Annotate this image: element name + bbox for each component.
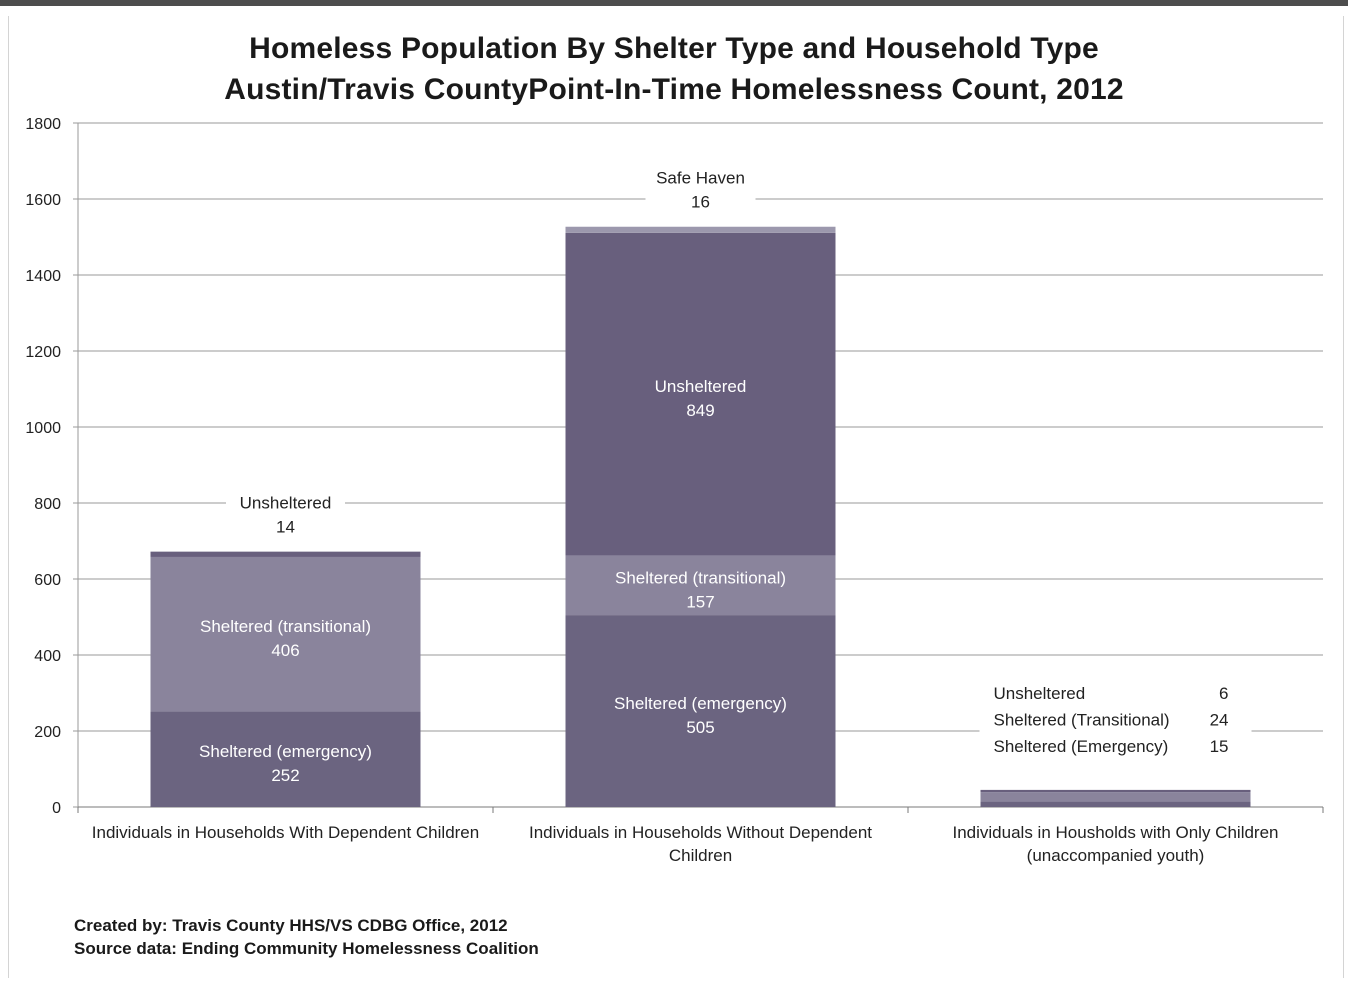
y-tick-label: 1000 — [25, 420, 61, 437]
y-tick-label: 200 — [34, 724, 61, 741]
y-tick-label: 0 — [52, 800, 61, 817]
y-tick-label: 800 — [34, 496, 61, 513]
x-category-label: Children — [669, 846, 732, 865]
data-label-name: Safe Haven — [656, 169, 745, 188]
y-tick-label: 1400 — [25, 268, 61, 285]
side-label-background — [979, 678, 1252, 764]
data-label-name: Sheltered (emergency) — [199, 742, 372, 761]
data-label-value: 849 — [686, 401, 714, 420]
side-label-name: Sheltered (Emergency) — [994, 737, 1169, 756]
data-label-value: 406 — [271, 641, 299, 660]
footer-created-by: Created by: Travis County HHS/VS CDBG Of… — [74, 916, 508, 935]
x-category-label: (unaccompanied youth) — [1027, 846, 1205, 865]
bar-segment-unsheltered — [150, 551, 421, 557]
data-label-name: Sheltered (transitional) — [200, 617, 371, 636]
y-tick-label: 400 — [34, 648, 61, 665]
bar-segment-unsheltered — [980, 789, 1251, 793]
side-label-value: 6 — [1219, 684, 1228, 703]
data-label-value: 505 — [686, 718, 714, 737]
top-border-bar — [0, 0, 1348, 6]
data-label-name: Sheltered (emergency) — [614, 694, 787, 713]
x-category-label: Individuals in Households With Dependent… — [92, 823, 479, 842]
bar-segment-safe_haven — [565, 226, 836, 233]
bar-segment-transitional — [565, 555, 836, 616]
side-label-value: 24 — [1210, 711, 1229, 730]
data-label-name: Sheltered (transitional) — [615, 568, 786, 587]
footer-source: Source data: Ending Community Homelessne… — [74, 939, 539, 958]
side-label-name: Sheltered (Transitional) — [994, 711, 1170, 730]
bar-segment-emergency — [565, 615, 836, 807]
data-label-background — [645, 165, 756, 216]
x-category-label: Individuals in Housholds with Only Child… — [953, 823, 1279, 842]
bar-segment-transitional — [150, 556, 421, 712]
y-tick-label: 1600 — [25, 192, 61, 209]
data-label-value: 157 — [686, 592, 714, 611]
chart-title-line-2: Austin/Travis CountyPoint-In-Time Homele… — [224, 73, 1124, 106]
bar-segment-emergency — [980, 801, 1251, 807]
side-label-name: Unsheltered — [994, 684, 1086, 703]
data-label-value: 252 — [271, 766, 299, 785]
data-label-value: 14 — [276, 518, 295, 537]
side-label-value: 15 — [1210, 737, 1229, 756]
y-tick-label: 1800 — [25, 116, 61, 133]
chart-frame — [8, 16, 1344, 978]
y-tick-label: 1200 — [25, 344, 61, 361]
bar-segment-emergency — [150, 711, 421, 807]
data-label-value: 16 — [691, 193, 710, 212]
chart-title-line-1: Homeless Population By Shelter Type and … — [249, 32, 1099, 65]
y-tick-label: 600 — [34, 572, 61, 589]
data-label-name: Unsheltered — [655, 377, 747, 396]
bar-segment-unsheltered — [565, 232, 836, 556]
bar-segment-transitional — [980, 792, 1251, 802]
x-category-label: Individuals in Households Without Depend… — [529, 823, 872, 842]
data-label-background — [226, 490, 345, 541]
data-label-name: Unsheltered — [240, 494, 332, 513]
